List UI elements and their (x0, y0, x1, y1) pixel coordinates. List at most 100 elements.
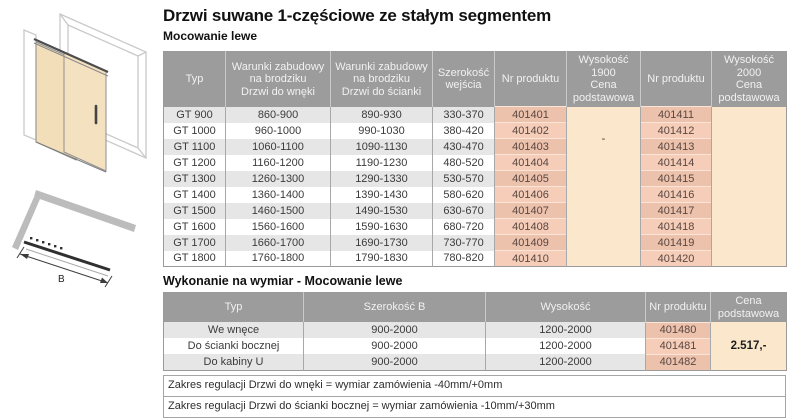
cell-typ: GT 1000 (163, 122, 226, 139)
dimension-line (19, 253, 109, 284)
cell-niche-range: 960-1000 (225, 122, 331, 139)
table-row: GT 1500 1460-1500 1490-1530 630-670 4014… (163, 202, 787, 219)
header-typ: Typ (163, 292, 304, 322)
header-height: Wysokość (485, 292, 646, 322)
arrowhead-left (20, 254, 29, 259)
cell-typ: We wnęce (163, 322, 304, 338)
product-number-cell: 401480 (645, 321, 711, 338)
product-number-cell: 401416 (640, 186, 712, 203)
cell-entry-width: 380-420 (432, 122, 495, 139)
cell-wall-range: 1190-1230 (330, 154, 433, 171)
custom-size-section-title: Wykonanie na wymiar - Mocowanie lewe (163, 274, 403, 288)
cell-wall-range: 1690-1730 (330, 234, 433, 251)
cell-entry-width: 630-670 (432, 202, 495, 219)
table-header-row: Typ Warunki zabudowy na brodziku Drzwi d… (163, 51, 787, 107)
header-product-no-1900: Nr produktu (494, 51, 567, 107)
cell-entry-width: 330-370 (432, 106, 495, 123)
product-number-cell: 401420 (640, 250, 712, 267)
door-plan-drawing: B (12, 190, 136, 288)
product-number-cell: 401407 (494, 202, 567, 219)
wall-band (34, 190, 136, 232)
product-number-cell: 401401 (494, 106, 567, 123)
sliding-glass-door (63, 51, 107, 172)
product-number-cell: 401403 (494, 138, 567, 155)
table-row: GT 1600 1560-1600 1590-1630 680-720 4014… (163, 218, 787, 235)
technical-drawings: B (0, 0, 160, 420)
cell-typ: Do kabiny U (163, 354, 304, 370)
arrowhead-right (100, 277, 108, 283)
dimension-label-b: B (58, 274, 65, 285)
header-typ: Typ (163, 51, 226, 107)
cell-entry-width: 780-820 (432, 250, 495, 267)
product-number-cell: 401410 (494, 250, 567, 267)
price-placeholder: - (601, 132, 606, 145)
door-track-line (23, 240, 111, 272)
cell-niche-range: 1060-1100 (225, 138, 331, 155)
header-niche-conditions: Warunki zabudowy na brodziku Drzwi do wn… (225, 51, 331, 107)
cell-typ: GT 1100 (163, 138, 226, 155)
table-row: Do ścianki bocznej 900-2000 1200-2000 40… (163, 337, 787, 354)
table-row: GT 900 860-900 890-930 330-370 401401 - … (163, 106, 787, 267)
cell-wall-range: 1390-1430 (330, 186, 433, 203)
product-number-cell: 401408 (494, 218, 567, 235)
table-header-row: Typ Szerokość B Wysokość Nr produktu Cen… (163, 292, 787, 322)
content-area: Drzwi suwane 1-częściowe ze stałym segme… (163, 0, 788, 418)
cell-entry-width: 680-720 (432, 218, 495, 235)
product-number-cell: 401406 (494, 186, 567, 203)
cell-entry-width: 480-520 (432, 154, 495, 171)
table-row: GT 1800 1760-1800 1790-1830 780-820 4014… (163, 250, 787, 267)
cell-wall-range: 990-1030 (330, 122, 433, 139)
header-product-no: Nr produktu (645, 292, 711, 322)
product-number-cell: 401411 (640, 106, 712, 123)
product-number-cell: 401482 (645, 353, 711, 370)
cell-niche-range: 1160-1200 (225, 154, 331, 171)
cell-height: 1200-2000 (485, 338, 646, 354)
cell-wall-range: 1090-1130 (330, 138, 433, 155)
header-base-price: Cena podstawowa (710, 292, 787, 322)
cell-typ: Do ścianki bocznej (163, 338, 304, 354)
page-subtitle: Mocowanie lewe (163, 29, 258, 43)
side-wall-band (12, 197, 40, 250)
cell-entry-width: 430-470 (432, 138, 495, 155)
cell-niche-range: 1660-1700 (225, 234, 331, 251)
cell-wall-range: 1290-1330 (330, 170, 433, 187)
cell-height: 1200-2000 (485, 322, 646, 338)
cell-width-b: 900-2000 (303, 322, 486, 338)
cell-typ: GT 1600 (163, 218, 226, 235)
table-row: GT 1300 1260-1300 1290-1330 530-570 4014… (163, 170, 787, 187)
cell-wall-range: 1590-1630 (330, 218, 433, 235)
header-price-2000: Wysokość 2000 Cena podstawowa (711, 51, 787, 107)
cell-wall-range: 890-930 (330, 106, 433, 123)
table-row: GT 1000 960-1000 990-1030 380-420 401402… (163, 122, 787, 139)
price-2000-cell (711, 106, 787, 267)
cell-width-b: 900-2000 (303, 354, 486, 370)
cell-typ: GT 1800 (163, 250, 226, 267)
cell-entry-width: 580-620 (432, 186, 495, 203)
cell-typ: GT 1700 (163, 234, 226, 251)
cell-entry-width: 530-570 (432, 170, 495, 187)
table-row: GT 1100 1060-1100 1090-1130 430-470 4014… (163, 138, 787, 155)
product-number-cell: 401481 (645, 337, 711, 354)
product-number-cell: 401402 (494, 122, 567, 139)
product-number-cell: 401417 (640, 202, 712, 219)
header-price-1900: Wysokość 1900 Cena podstawowa (566, 51, 641, 107)
header-width-b: Szerokość B (303, 292, 486, 322)
cell-niche-range: 1260-1300 (225, 170, 331, 187)
cell-width-b: 900-2000 (303, 338, 486, 354)
table-row: GT 1200 1160-1200 1190-1230 480-520 4014… (163, 154, 787, 171)
table-row: GT 1400 1360-1400 1390-1430 580-620 4014… (163, 186, 787, 203)
page-title: Drzwi suwane 1-częściowe ze stałym segme… (163, 6, 552, 25)
spec-table-left-mounting: Typ Warunki zabudowy na brodziku Drzwi d… (163, 51, 787, 267)
cell-typ: GT 900 (163, 106, 226, 123)
cell-niche-range: 1360-1400 (225, 186, 331, 203)
cell-niche-range: 1760-1800 (225, 250, 331, 267)
note-row: Zakres regulacji Drzwi do wnęki = wymiar… (164, 376, 785, 397)
product-number-cell: 401413 (640, 138, 712, 155)
product-number-cell: 401404 (494, 154, 567, 171)
header-entry-width: Szerokość wejścia (432, 51, 495, 107)
note-row: Zakres regulacji Drzwi do ścianki boczne… (168, 399, 555, 412)
cell-niche-range: 1560-1600 (225, 218, 331, 235)
product-number-cell: 401409 (494, 234, 567, 251)
cell-entry-width: 730-770 (432, 234, 495, 251)
